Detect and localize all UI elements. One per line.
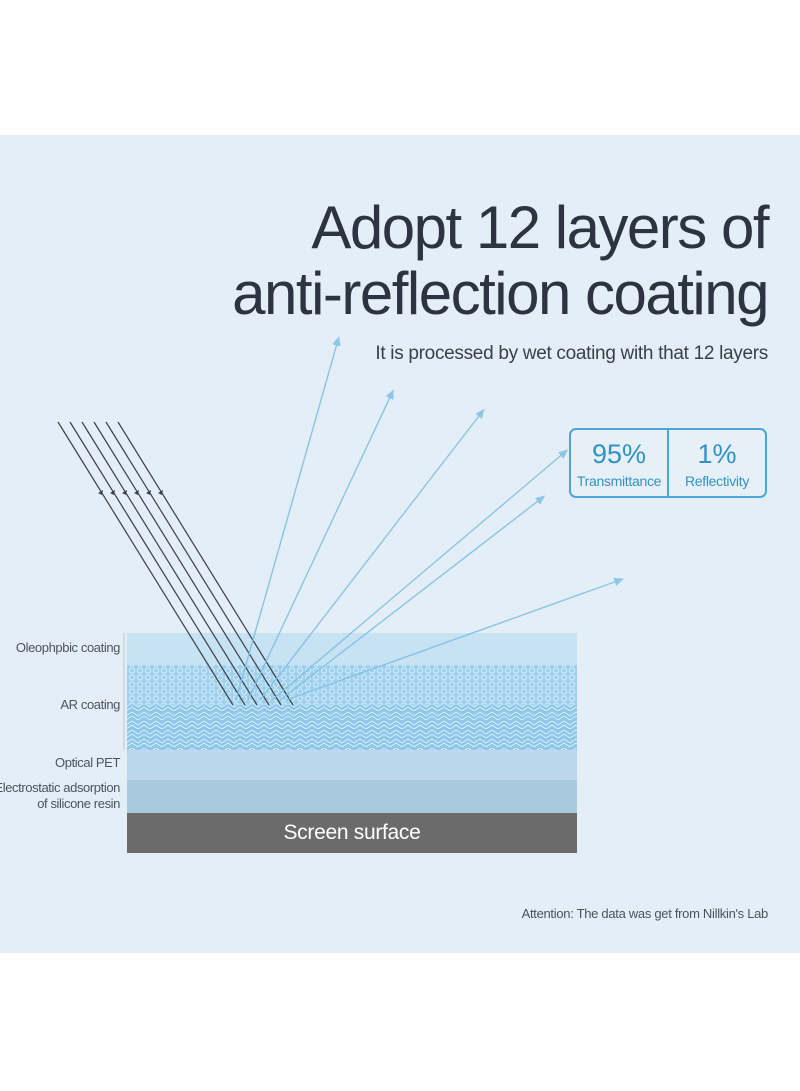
title-line-1: Adopt 12 layers of: [311, 194, 769, 261]
stat-reflectivity: 1% Reflectivity: [667, 430, 765, 496]
optical-pet-layer: [127, 750, 577, 780]
label-oleophobic: Oleophpbic coating: [15, 640, 121, 655]
label-adsorption-line-2: of silicone resin: [37, 796, 120, 811]
incident-rays: [57, 421, 294, 706]
stat-value: 1%: [697, 438, 737, 469]
stat-transmittance: 95% Transmittance: [571, 430, 667, 496]
stat-label: Transmittance: [576, 472, 662, 489]
page-title: Adopt 12 layers of anti-reflection coati…: [232, 194, 769, 327]
title-line-2: anti-reflection coating: [232, 260, 769, 327]
subtitle: It is processed by wet coating with that…: [375, 343, 768, 364]
ray-arrows: [98, 490, 163, 495]
product-panel: Adopt 12 layers of anti-reflection coati…: [0, 135, 800, 953]
label-adsorption: Electrostatic adsorption of silicone res…: [0, 780, 120, 812]
footnote: Attention: The data was get from Nillkin…: [521, 906, 769, 921]
stat-label: Reflectivity: [684, 472, 750, 489]
label-optical-pet: Optical PET: [55, 755, 120, 770]
reflected-rays: [235, 335, 624, 701]
stat-value: 95%: [591, 438, 647, 469]
screen-surface-layer: [127, 813, 577, 853]
label-adsorption-line-1: Electrostatic adsorption: [0, 780, 120, 795]
layer-diagram: [57, 335, 624, 853]
label-screen-surface: Screen surface: [283, 821, 421, 844]
adsorption-layer: [127, 780, 577, 813]
oleophobic-layer: [127, 633, 577, 665]
stats-box: 95% Transmittance 1% Reflectivity: [569, 428, 767, 498]
label-ar-coating: AR coating: [60, 697, 120, 712]
